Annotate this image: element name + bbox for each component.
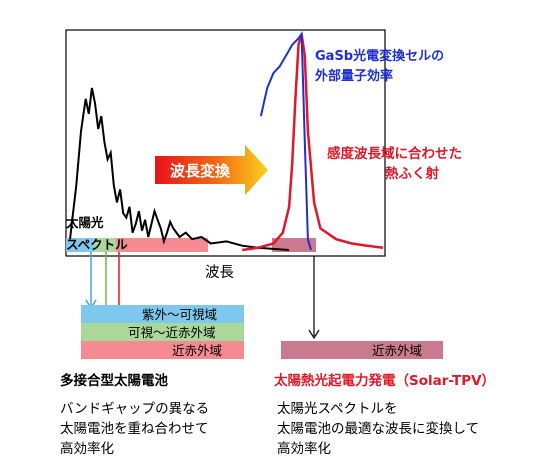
gasb-label-line2: 外部量子効率 — [314, 68, 393, 84]
left-heading: 多接合型太陽電池 — [60, 372, 168, 389]
right-heading: 太陽熱光起電力発電（Solar-TPV） — [274, 372, 495, 389]
band-nir-label: 近赤外域 — [172, 343, 222, 358]
right-line-1: 太陽光スペクトルを — [277, 401, 398, 417]
plot-frame — [65, 29, 386, 257]
x-axis-label: 波長 — [205, 264, 234, 281]
band-uv-visible — [81, 305, 244, 323]
band-nir — [81, 341, 244, 359]
left-line-3: 高効率化 — [60, 440, 114, 457]
emission-label-line2: 熱ふく射 — [385, 165, 439, 182]
band-visible-nir-label: 可視～近赤外域 — [128, 325, 216, 340]
band-uv-visible-label: 紫外～可視域 — [142, 307, 217, 322]
solar-label-line1: 太陽光 — [66, 215, 104, 230]
band-strip-red — [116, 238, 208, 252]
band-tpv-nir-label: 近赤外域 — [372, 343, 422, 358]
wavelength-conversion-arrow — [155, 145, 268, 195]
band-strip-blue — [66, 238, 94, 252]
gasb-label-line1: GaSb光電変換セルの — [315, 48, 444, 64]
band-strip-tpv — [272, 238, 316, 252]
wavelength-conversion-label: 波長変換 — [170, 162, 231, 180]
series-solar-spectrum — [69, 87, 290, 251]
right-line-2: 太陽電池の最適な波長に変換して — [277, 420, 479, 437]
right-line-3: 高効率化 — [277, 440, 331, 457]
band-strip-green — [94, 238, 116, 252]
series-gasb-eqe — [259, 31, 312, 251]
emission-label-line1: 感度波長域に合わせた — [327, 145, 462, 162]
left-line-2: 太陽電池を重ね合わせて — [60, 421, 209, 437]
arrow-tpv-head — [308, 329, 320, 340]
band-visible-nir — [81, 323, 244, 341]
solar-label-line2: スペクトル — [66, 237, 128, 252]
band-tpv-nir — [281, 341, 443, 359]
left-line-1: バンドギャップの異なる — [60, 401, 209, 417]
